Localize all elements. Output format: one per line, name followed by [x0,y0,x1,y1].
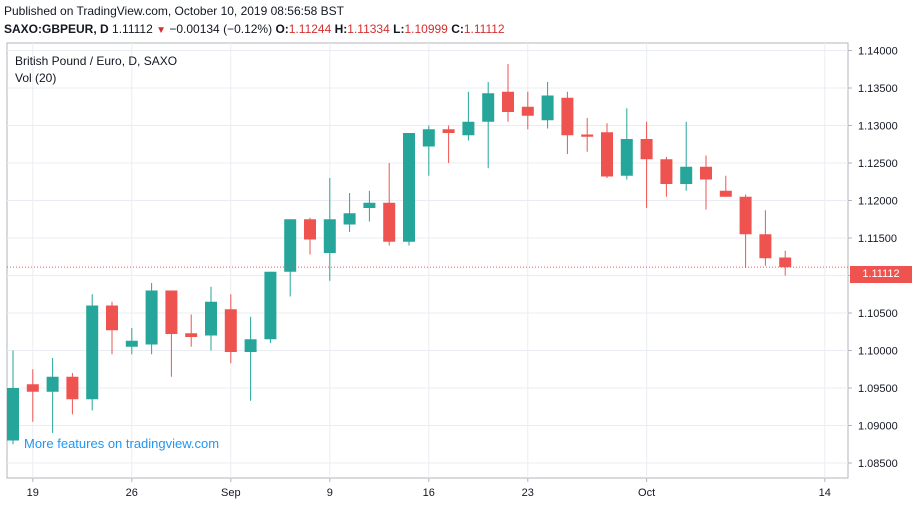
open-label: O: [275,22,289,36]
y-tick-label: 1.09000 [858,421,898,433]
price-change: −0.00134 (−0.12%) [169,22,273,36]
y-tick-label: 1.11500 [858,233,897,245]
candle-body [26,384,39,392]
plot-area [6,42,849,479]
candle-body [125,340,138,347]
quote-bar: SAXO:GBPEUR, D 1.11112 ▼ −0.00134 (−0.12… [4,22,505,36]
candle-body [779,257,792,268]
symbol-label: SAXO:GBPEUR, D [4,22,109,36]
candle-body [660,159,673,184]
y-tick-label: 1.10000 [858,346,898,358]
x-tick-label: Sep [221,487,241,499]
y-tick-label: 1.10500 [858,308,898,320]
candle-body [640,139,653,160]
promo-link[interactable]: More features on tradingview.com [24,436,220,451]
candle-body [86,305,99,400]
close-value: 1.11112 [463,22,505,36]
low-value: 1.10999 [404,22,448,36]
y-tick-label: 1.09500 [858,383,898,395]
candle-body [66,376,79,400]
candle-body [205,301,217,336]
candle-body [145,290,158,345]
candle-body [482,93,495,122]
low-label: L: [393,22,405,36]
candle-body [185,333,198,337]
candle-body [422,129,435,147]
y-tick-label: 1.12000 [858,196,898,208]
candle-body [541,95,554,121]
y-tick-label: 1.13500 [858,83,898,95]
volume-legend[interactable]: Vol (20) [15,71,57,85]
candle-body [323,219,336,253]
published-note: Published on TradingView.com, October 10… [4,4,344,18]
candle-body [700,166,712,180]
x-tick-label: 9 [327,487,333,499]
candle-body [343,213,356,225]
candle-body [7,388,19,441]
candle-body [403,133,415,242]
candle-body [561,97,574,136]
candle-body [264,271,277,340]
candle-body [759,234,772,259]
candle-body [244,339,257,352]
y-tick-label: 1.13000 [858,121,898,133]
candle-body [442,129,455,133]
y-tick-label: 1.08500 [858,458,898,470]
candle-body [383,202,396,242]
x-tick-label: 19 [27,487,39,499]
x-tick-label: 23 [522,487,534,499]
candle-body [284,219,297,272]
candle-body [165,290,178,334]
x-tick-label: 16 [423,487,435,499]
y-tick-label: 1.14000 [858,46,898,58]
candle-body [106,305,118,331]
x-tick-label: 14 [819,487,831,499]
candle-body [304,219,316,240]
candle-body [363,202,376,208]
series-legend[interactable]: British Pound / Euro, D, SAXO [15,54,178,68]
candle-body [224,309,237,352]
candle-body [680,166,693,184]
open-value: 1.11244 [288,22,332,36]
x-tick-label: 26 [126,487,138,499]
x-tick-label: Oct [638,487,655,499]
candle-body [521,106,534,116]
last-price-tag: 1.11112 [850,266,912,283]
high-value: 1.11334 [347,22,390,36]
candle-body [46,376,59,392]
candle-body [719,190,732,197]
candle-body [462,121,475,136]
candle-body [502,91,514,112]
candle-body [739,196,752,235]
close-label: C: [451,22,464,36]
last-price: 1.11112 [112,22,153,36]
candle-body [581,134,594,137]
down-arrow-icon: ▼ [156,25,166,36]
high-label: H: [334,22,348,36]
candle-body [601,132,613,177]
y-tick-label: 1.12500 [858,158,898,170]
candle-body [620,139,633,176]
